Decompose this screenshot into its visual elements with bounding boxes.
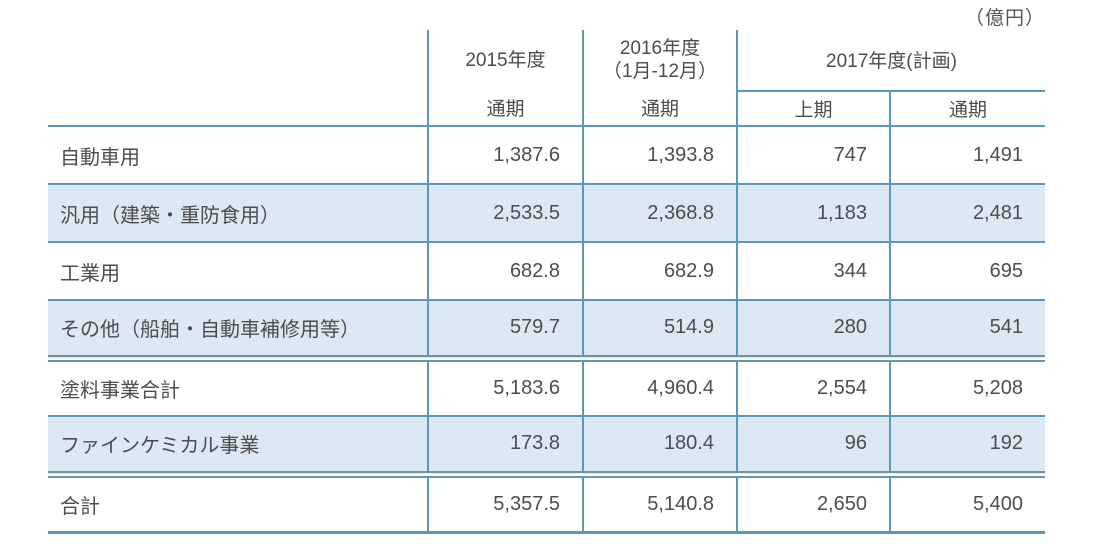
table-row-industrial: 工業用 682.8 682.9 344 695: [48, 241, 1045, 300]
value-2017-full: 5,400: [890, 470, 1045, 534]
value-2017-h1: 2,650: [737, 470, 891, 534]
col-header-2016: 2016年度 （1月-12月） 通期: [583, 30, 738, 127]
value-2016: 5,140.8: [583, 470, 738, 534]
row-label: 工業用: [48, 241, 429, 300]
table-row-fine-chemicals: ファインケミカル事業 173.8 180.4 96 192: [48, 415, 1045, 474]
row-label: 合計: [48, 470, 429, 534]
value-2017-h1: 1,183: [737, 183, 891, 242]
value-2016: 4,960.4: [583, 354, 738, 416]
table-row-others: その他（船舶・自動車補修用等） 579.7 514.9 280 541: [48, 299, 1045, 358]
value-2015: 2,533.5: [428, 183, 584, 242]
col-header-2017-first-half: 上期: [737, 90, 891, 128]
table-row-grand-total: 合計 5,357.5 5,140.8 2,650 5,400: [48, 470, 1045, 534]
row-label: 塗料事業合計: [48, 354, 429, 416]
col-header-2017-plan: 2017年度(計画): [737, 30, 1045, 92]
col-header-2017-full-year: 通期: [890, 90, 1045, 128]
value-2017-h1: 747: [737, 125, 891, 184]
value-2017-full: 1,491: [890, 125, 1045, 184]
value-2015: 682.8: [428, 241, 584, 300]
row-label: 自動車用: [48, 125, 429, 184]
value-2017-full: 5,208: [890, 354, 1045, 416]
table-row-coatings-total: 塗料事業合計 5,183.6 4,960.4 2,554 5,208: [48, 354, 1045, 416]
value-2015: 173.8: [428, 415, 584, 474]
value-2016: 1,393.8: [583, 125, 738, 184]
value-2016: 2,368.8: [583, 183, 738, 242]
unit-label: （億円）: [964, 8, 1045, 29]
value-2017-full: 541: [890, 299, 1045, 358]
row-label: その他（船舶・自動車補修用等）: [48, 299, 429, 358]
col-header-2015: 2015年度 通期: [428, 30, 584, 127]
value-2017-full: 192: [890, 415, 1045, 474]
col-2016-period: 通期: [640, 99, 679, 120]
value-2017-h1: 280: [737, 299, 891, 358]
row-label: 汎用（建築・重防食用）: [48, 183, 429, 242]
value-2017-h1: 344: [737, 241, 891, 300]
value-2016: 180.4: [583, 415, 738, 474]
col-2016-subtitle: （1月-12月）: [602, 61, 718, 82]
row-label-header-cell: [48, 30, 429, 127]
value-2015: 579.7: [428, 299, 584, 358]
value-2015: 5,357.5: [428, 470, 584, 534]
col-2015-period: 通期: [486, 99, 525, 120]
value-2015: 5,183.6: [428, 354, 584, 416]
col-2016-title: 2016年度: [619, 38, 701, 59]
col-2015-title: 2015年度: [465, 49, 546, 71]
value-2017-h1: 2,554: [737, 354, 891, 416]
table-row-automotive: 自動車用 1,387.6 1,393.8 747 1,491: [48, 125, 1045, 184]
value-2016: 682.9: [583, 241, 738, 300]
table-row-general-purpose: 汎用（建築・重防食用） 2,533.5 2,368.8 1,183 2,481: [48, 183, 1045, 242]
table-body: 自動車用 1,387.6 1,393.8 747 1,491 汎用（建築・重防食…: [48, 125, 1045, 534]
segment-revenue-table: 2015年度 通期 2016年度 （1月-12月） 通期 2017年度(計画): [48, 30, 1045, 534]
value-2017-h1: 96: [737, 415, 891, 474]
table-header: 2015年度 通期 2016年度 （1月-12月） 通期 2017年度(計画): [48, 30, 1045, 128]
row-label: ファインケミカル事業: [48, 415, 429, 474]
value-2015: 1,387.6: [428, 125, 584, 184]
value-2017-full: 2,481: [890, 183, 1045, 242]
value-2016: 514.9: [583, 299, 738, 358]
value-2017-full: 695: [890, 241, 1045, 300]
